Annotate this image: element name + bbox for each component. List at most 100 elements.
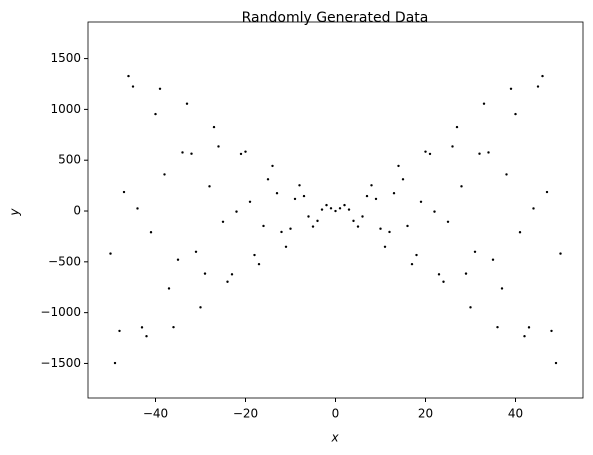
point <box>149 231 153 234</box>
point <box>118 329 121 333</box>
point <box>122 190 126 194</box>
point <box>212 125 216 129</box>
point <box>415 253 418 257</box>
point <box>356 225 360 228</box>
point <box>406 224 409 228</box>
point <box>266 178 270 181</box>
point <box>244 150 247 153</box>
point <box>433 210 436 213</box>
point <box>190 152 193 155</box>
point <box>235 210 238 213</box>
point <box>325 203 328 207</box>
point <box>208 185 211 188</box>
point <box>410 262 414 266</box>
point <box>446 220 450 223</box>
point <box>131 85 135 88</box>
point <box>298 184 301 187</box>
point <box>397 164 400 168</box>
point <box>379 227 382 230</box>
x-axis-label: x <box>330 431 339 445</box>
point <box>253 253 256 257</box>
point <box>392 192 396 195</box>
point <box>514 112 517 116</box>
point <box>451 145 454 148</box>
point <box>482 102 486 105</box>
point <box>464 272 468 275</box>
point <box>203 272 207 275</box>
point <box>163 173 166 176</box>
point <box>437 273 441 276</box>
point <box>284 245 288 248</box>
point <box>500 287 504 290</box>
point <box>113 361 117 365</box>
point <box>532 207 535 210</box>
point <box>554 361 558 365</box>
point <box>257 262 261 266</box>
point <box>343 203 346 207</box>
point <box>221 220 225 223</box>
point <box>478 152 481 155</box>
point <box>185 102 189 105</box>
x-tick-label: −40 <box>143 407 168 421</box>
point <box>428 152 432 156</box>
point <box>154 112 157 116</box>
point <box>559 252 562 255</box>
point <box>176 258 180 261</box>
point <box>383 245 387 248</box>
point <box>370 184 373 187</box>
point <box>194 250 198 253</box>
point <box>388 230 391 234</box>
y-tick-label: −500 <box>48 254 81 268</box>
point <box>352 219 355 223</box>
point <box>158 87 162 90</box>
point <box>334 209 337 213</box>
point <box>136 207 139 210</box>
point <box>329 207 333 210</box>
point <box>347 208 351 211</box>
point <box>338 207 342 210</box>
point <box>280 230 283 234</box>
point <box>167 287 171 290</box>
point <box>509 87 513 90</box>
point <box>419 200 423 203</box>
point <box>401 178 405 181</box>
point <box>545 190 549 194</box>
y-tick-label: 1000 <box>50 102 81 116</box>
point <box>374 197 378 201</box>
point <box>316 219 319 223</box>
x-tick-label: 20 <box>418 407 433 421</box>
point <box>550 329 553 333</box>
point <box>320 208 324 211</box>
point <box>523 335 526 338</box>
x-tick-label: 40 <box>508 407 523 421</box>
point <box>226 280 229 283</box>
point <box>424 150 427 153</box>
y-tick-label: −1500 <box>40 356 81 370</box>
point <box>127 74 130 78</box>
point <box>311 225 315 228</box>
point <box>271 164 274 168</box>
point <box>541 74 544 78</box>
point <box>487 151 490 154</box>
point <box>505 173 508 176</box>
point <box>230 273 234 276</box>
point <box>199 306 202 309</box>
point <box>262 224 265 228</box>
point <box>518 231 522 234</box>
point <box>469 306 472 309</box>
point <box>239 152 243 156</box>
chart-title: Randomly Generated Data <box>242 10 429 26</box>
point <box>302 194 306 198</box>
point <box>361 215 364 218</box>
point <box>275 192 279 195</box>
point <box>496 325 499 329</box>
point <box>455 125 459 129</box>
point <box>460 185 463 188</box>
point <box>248 200 252 203</box>
point <box>293 197 297 201</box>
point <box>145 335 148 338</box>
point <box>172 325 175 329</box>
point <box>442 280 445 283</box>
x-tick-label: 0 <box>332 407 340 421</box>
point <box>527 326 531 329</box>
